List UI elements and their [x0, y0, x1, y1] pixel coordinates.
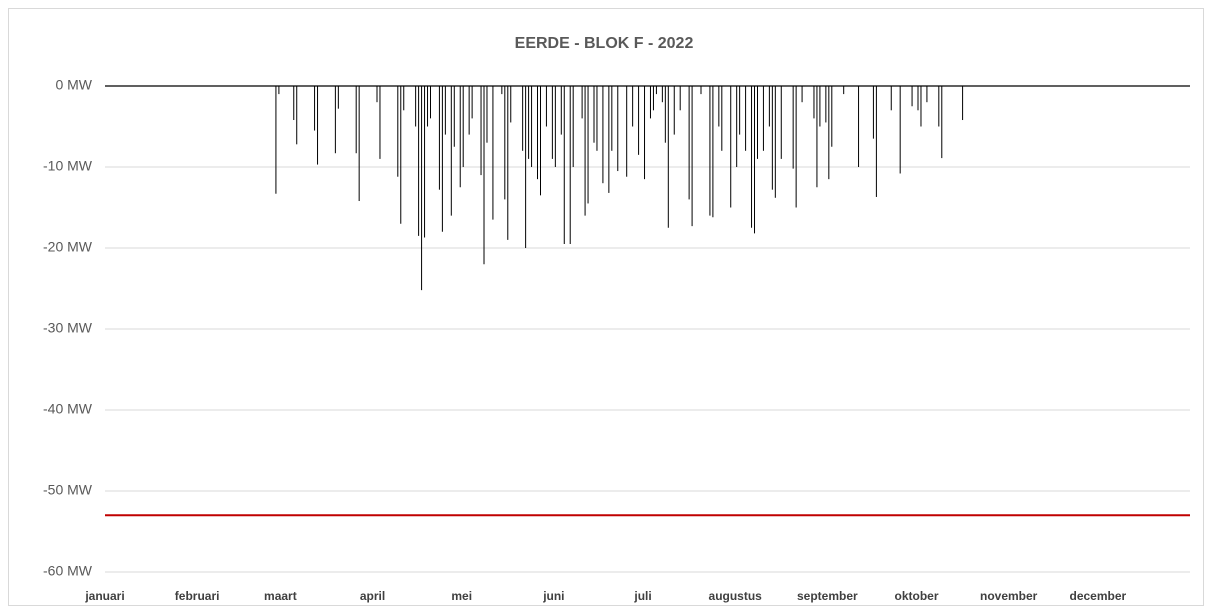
y-tick-label: -60 MW [43, 563, 93, 579]
y-tick-label: -50 MW [43, 482, 93, 498]
y-tick-label: -10 MW [43, 158, 93, 174]
x-tick-label: mei [451, 589, 472, 603]
x-tick-label: maart [264, 589, 297, 603]
x-tick-label: januari [84, 589, 124, 603]
x-tick-label: september [797, 589, 858, 603]
y-tick-label: -30 MW [43, 320, 93, 336]
chart-title: EERDE - BLOK F - 2022 [515, 35, 694, 52]
x-tick-label: oktober [895, 589, 939, 603]
y-tick-label: 0 MW [55, 77, 92, 93]
y-tick-label: -40 MW [43, 401, 93, 417]
x-tick-label: augustus [709, 589, 763, 603]
x-tick-label: december [1069, 589, 1126, 603]
x-tick-label: november [980, 589, 1038, 603]
x-tick-label: juni [542, 589, 564, 603]
x-tick-label: april [360, 589, 385, 603]
x-tick-label: juli [633, 589, 651, 603]
chart-border [8, 8, 1204, 606]
y-tick-label: -20 MW [43, 239, 93, 255]
x-tick-label: februari [175, 589, 220, 603]
